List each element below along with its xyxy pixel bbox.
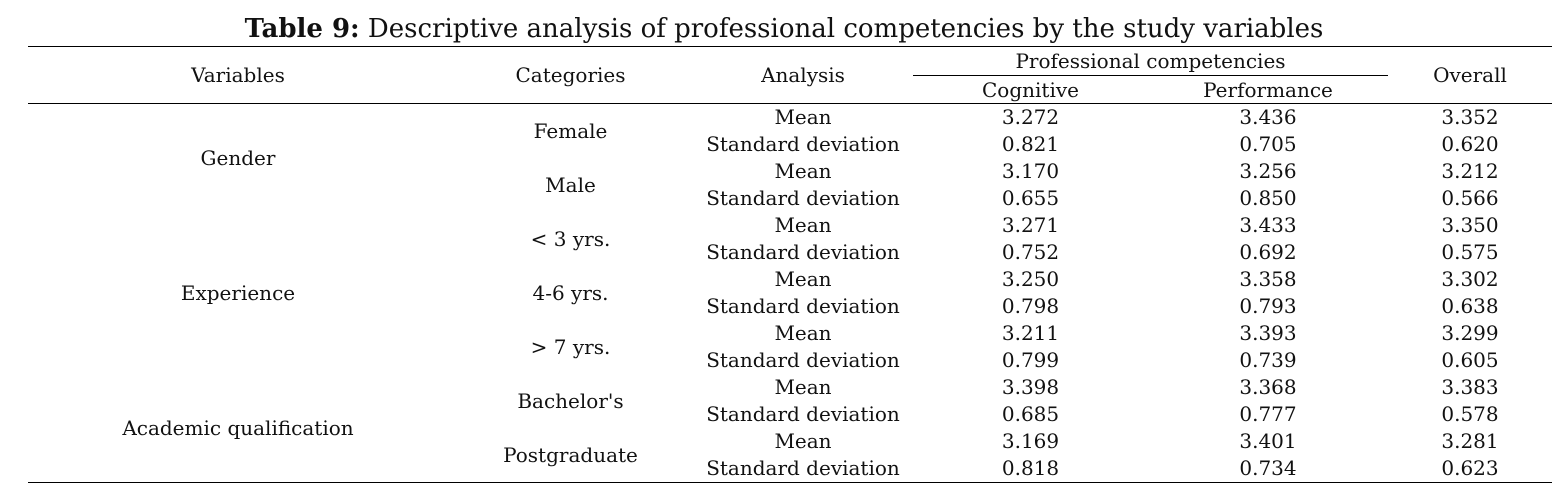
category-cell: > 7 yrs. (530, 334, 611, 359)
performance-value-cell: 3.368 (1239, 375, 1297, 399)
table-row: Gender Female Mean 3.272 3.436 3.352 (28, 104, 1552, 170)
analysis-cell: Mean (774, 429, 832, 453)
cognitive-value-cell: 0.799 (1001, 348, 1060, 372)
analysis-cell: Mean (774, 321, 832, 345)
category-cell: < 3 yrs. (530, 226, 611, 251)
header-performance: Performance (1148, 75, 1388, 104)
performance-value-cell: 0.692 (1239, 240, 1297, 264)
performance-value-cell: 3.401 (1239, 429, 1297, 453)
cognitive-value-cell: 3.398 (1001, 375, 1060, 399)
analysis-cell: Standard deviation (706, 186, 900, 210)
cognitive-value-cell: 3.211 (1001, 321, 1060, 345)
cognitive-value-cell: 0.685 (1001, 402, 1060, 426)
header-variables: Variables (28, 46, 448, 104)
analysis-cell: Mean (774, 105, 832, 129)
performance-value-cell: 0.777 (1239, 402, 1297, 426)
analysis-cell: Standard deviation (706, 240, 900, 264)
table-row: 4-6 yrs. Mean 3.250 3.358 3.302 (28, 266, 1552, 305)
overall-value-cell: 0.578 (1441, 402, 1499, 426)
analysis-cell: Mean (774, 375, 832, 399)
cognitive-value-cell: 3.170 (1001, 159, 1060, 183)
table-row: Standard deviation 0.685 0.777 0.578 (28, 401, 1552, 428)
overall-value-cell: 3.350 (1441, 213, 1499, 237)
descriptive-table: Variables Categories Analysis Profession… (28, 46, 1552, 483)
analysis-cell: Standard deviation (706, 132, 900, 156)
table-row: Standard deviation 0.799 0.739 0.605 (28, 347, 1552, 374)
table-row: Experience < 3 yrs. Mean 3.271 3.433 3.350 (28, 212, 1552, 305)
performance-value-cell: 3.433 (1239, 213, 1297, 237)
performance-value-cell: 3.256 (1239, 159, 1297, 183)
performance-value-cell: 3.436 (1239, 105, 1297, 129)
performance-value-cell: 0.739 (1239, 348, 1297, 372)
table-row: Standard deviation 0.655 0.850 0.566 (28, 185, 1552, 212)
table-caption-text: Descriptive analysis of professional com… (367, 14, 1324, 44)
overall-value-cell: 0.623 (1388, 455, 1552, 483)
cognitive-value-cell: 0.818 (913, 455, 1148, 483)
performance-value-cell: 0.734 (1148, 455, 1388, 483)
category-cell: Postgraduate (448, 428, 693, 483)
performance-value-cell: 0.705 (1239, 132, 1297, 156)
analysis-cell: Standard deviation (706, 348, 900, 372)
performance-value-cell: 0.793 (1239, 294, 1297, 318)
table-row: > 7 yrs. Mean 3.211 3.393 3.299 (28, 320, 1552, 359)
table-row: Male Mean 3.170 3.256 3.212 (28, 158, 1552, 197)
cognitive-value-cell: 3.250 (1001, 267, 1060, 291)
cognitive-value-cell: 0.798 (1001, 294, 1060, 318)
overall-value-cell: 3.302 (1441, 267, 1499, 291)
overall-value-cell: 0.605 (1441, 348, 1499, 372)
overall-value-cell: 3.299 (1441, 321, 1499, 345)
category-cell: Bachelor's (517, 388, 624, 413)
performance-value-cell: 0.850 (1239, 186, 1297, 210)
cognitive-value-cell: 3.271 (1001, 213, 1060, 237)
analysis-cell: Mean (774, 213, 832, 237)
variable-cell: Academic qualification (28, 374, 448, 483)
performance-value-cell: 3.358 (1239, 267, 1297, 291)
table-caption: Table 9: Descriptive analysis of profess… (0, 12, 1568, 46)
table-row: Standard deviation 0.818 0.734 0.623 (28, 455, 1552, 483)
overall-value-cell: 3.383 (1441, 375, 1499, 399)
overall-value-cell: 3.281 (1441, 429, 1499, 453)
analysis-cell: Mean (774, 159, 832, 183)
category-cell: Male (545, 172, 596, 197)
cognitive-value-cell: 0.655 (1001, 186, 1060, 210)
table-row: Standard deviation 0.798 0.793 0.638 (28, 293, 1552, 320)
overall-value-cell: 0.620 (1441, 132, 1499, 156)
analysis-cell: Standard deviation (706, 294, 900, 318)
analysis-cell: Mean (774, 267, 832, 291)
analysis-cell: Standard deviation (693, 455, 913, 483)
overall-value-cell: 0.566 (1441, 186, 1499, 210)
overall-value-cell: 3.352 (1441, 105, 1499, 129)
cognitive-value-cell: 0.752 (1001, 240, 1060, 264)
performance-value-cell: 3.393 (1239, 321, 1297, 345)
header-cognitive: Cognitive (913, 75, 1148, 104)
table-row: Standard deviation 0.821 0.705 0.620 (28, 131, 1552, 158)
table-row: Standard deviation 0.752 0.692 0.575 (28, 239, 1552, 266)
category-cell: 4-6 yrs. (532, 280, 609, 305)
cognitive-value-cell: 3.272 (1001, 105, 1060, 129)
analysis-cell: Standard deviation (706, 402, 900, 426)
table-row: Academic qualification Bachelor's Mean 3.39… (28, 374, 1552, 483)
header-overall: Overall (1388, 46, 1552, 104)
table-row: Postgraduate Mean 3.169 3.401 3.281 (28, 428, 1552, 483)
overall-value-cell: 0.638 (1441, 294, 1499, 318)
variable-cell: Experience (180, 280, 296, 305)
header-professional-competencies: Professional competencies (913, 46, 1388, 76)
overall-value-cell: 3.212 (1441, 159, 1499, 183)
table-body: Gender Female Mean 3.272 3.436 3.352 Standard … (28, 104, 1552, 483)
cognitive-value-cell: 3.169 (1001, 429, 1060, 453)
header-categories: Categories (448, 46, 693, 104)
category-cell: Female (533, 118, 608, 143)
variable-cell: Gender (200, 145, 276, 170)
table-caption-label: Table 9: (244, 14, 360, 44)
overall-value-cell: 0.575 (1441, 240, 1499, 264)
cognitive-value-cell: 0.821 (1001, 132, 1060, 156)
header-analysis: Analysis (693, 46, 913, 104)
